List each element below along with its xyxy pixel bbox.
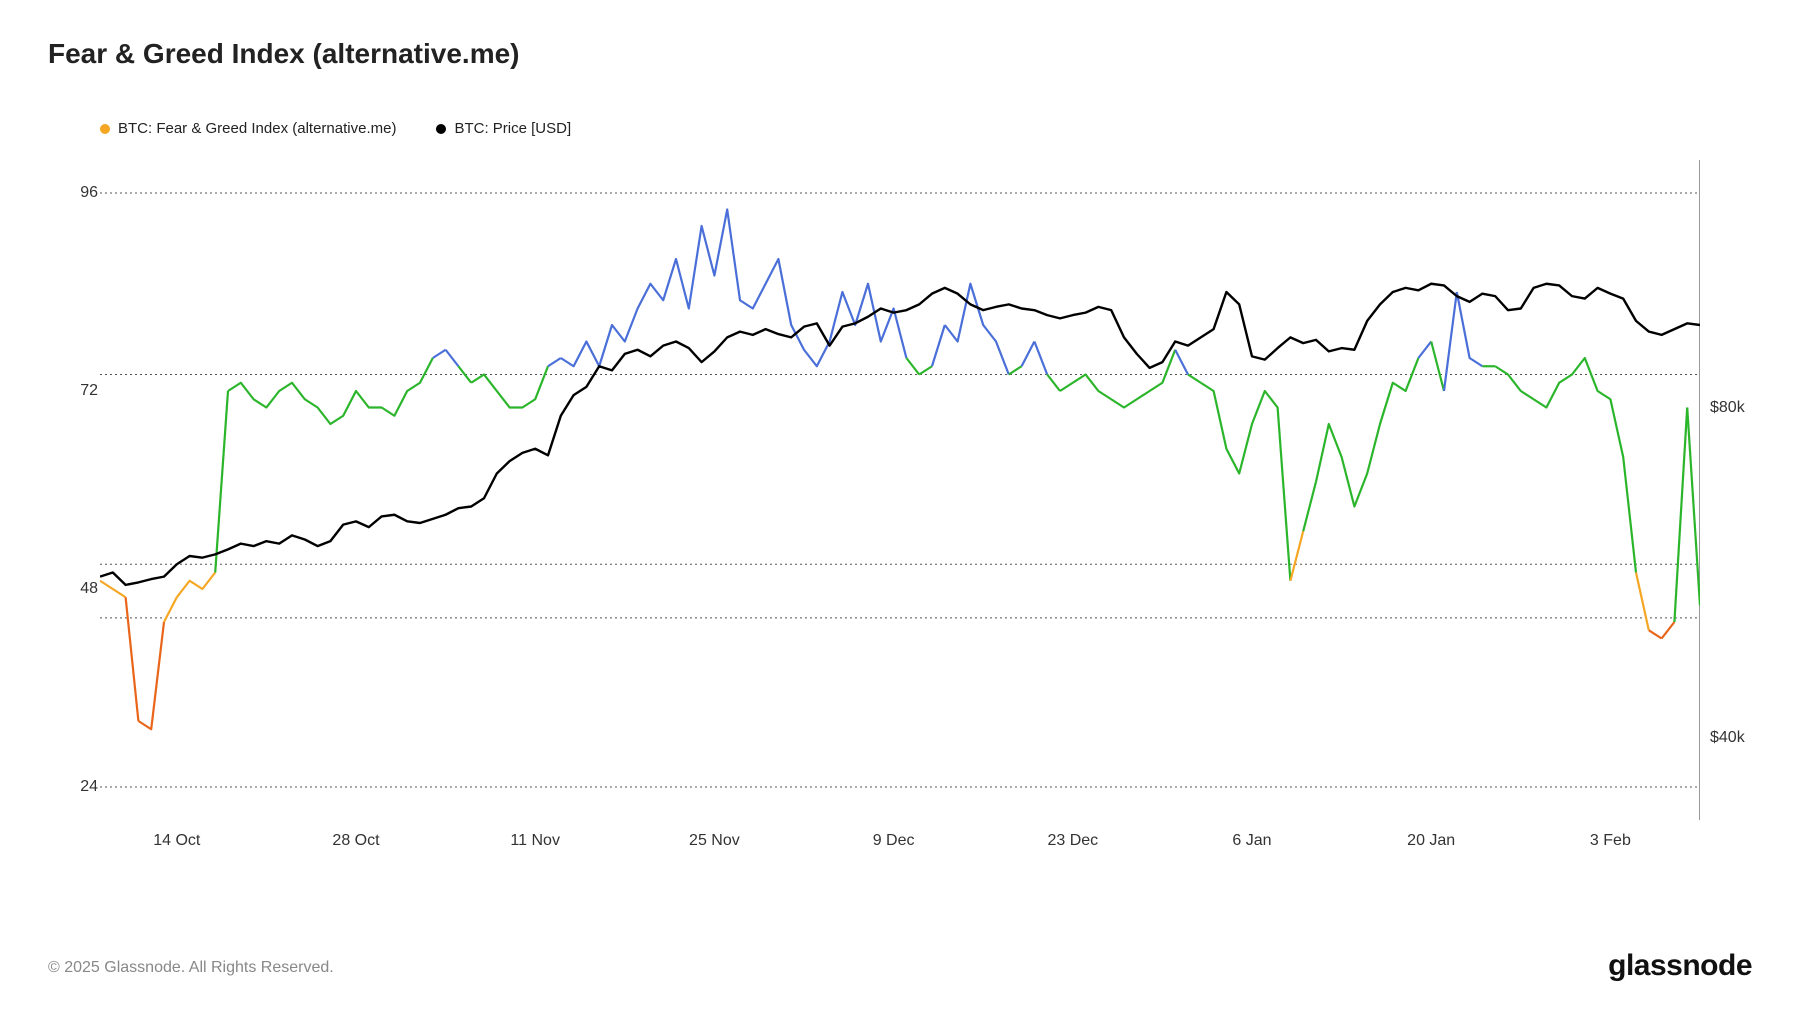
fear-greed-line <box>548 358 561 366</box>
fear-greed-line <box>100 581 126 598</box>
fear-greed-line <box>1444 292 1457 391</box>
chart-title: Fear & Greed Index (alternative.me) <box>48 38 520 70</box>
x-axis: 14 Oct 28 Oct 11 Nov 25 Nov 9 Dec 23 Dec 6 Jan… <box>100 832 1700 862</box>
fear-greed-line <box>1022 342 1035 367</box>
x-tick: 6 Jan <box>1232 832 1271 850</box>
brand-logo: glassnode <box>1608 949 1752 983</box>
y-right-tick: $40k <box>1710 729 1745 747</box>
legend-item-price: BTC: Price [USD] <box>436 120 571 137</box>
fear-greed-line <box>1674 408 1687 623</box>
y-right-tick: $80k <box>1710 399 1745 417</box>
fear-greed-line <box>126 597 139 721</box>
x-tick: 28 Oct <box>332 832 379 850</box>
legend-dot-fg <box>100 124 110 134</box>
y-left-axis: 24 48 72 96 <box>48 160 98 820</box>
fear-greed-line <box>215 391 228 573</box>
fear-greed-line <box>1431 342 1444 392</box>
fear-greed-line <box>1457 292 1483 366</box>
fear-greed-line <box>177 573 215 598</box>
fear-greed-line <box>1290 531 1303 581</box>
fear-greed-line <box>1009 366 1022 374</box>
legend-dot-price <box>436 124 446 134</box>
y-right-axis: $40k $80k <box>1710 160 1770 820</box>
fear-greed-line <box>138 622 164 729</box>
x-tick: 9 Dec <box>873 832 915 850</box>
fear-greed-line <box>945 284 1009 375</box>
fear-greed-line <box>1495 358 1636 573</box>
fear-greed-line <box>561 210 907 367</box>
legend-label-price: BTC: Price [USD] <box>454 120 571 137</box>
y-left-tick: 72 <box>80 382 98 400</box>
legend: BTC: Fear & Greed Index (alternative.me)… <box>100 120 571 137</box>
y-left-tick: 48 <box>80 580 98 598</box>
fear-greed-line <box>433 350 446 358</box>
fear-greed-line <box>1687 408 1700 606</box>
plot-svg <box>100 160 1700 820</box>
fear-greed-line <box>1188 375 1201 383</box>
fear-greed-line <box>919 366 932 374</box>
fear-greed-line <box>932 325 945 366</box>
fear-greed-line <box>1047 375 1060 392</box>
fear-greed-line <box>1034 342 1047 375</box>
plot-area <box>100 160 1700 820</box>
y-left-tick: 24 <box>80 778 98 796</box>
fear-greed-line <box>1418 342 1431 359</box>
fear-greed-line <box>228 358 433 424</box>
fear-greed-line <box>1201 383 1291 581</box>
fear-greed-line <box>1060 350 1175 408</box>
copyright-text: © 2025 Glassnode. All Rights Reserved. <box>48 959 334 977</box>
y-left-tick: 96 <box>80 184 98 202</box>
fear-greed-line <box>1303 482 1316 532</box>
x-tick: 11 Nov <box>510 832 560 850</box>
fear-greed-line <box>906 358 919 375</box>
x-tick: 20 Jan <box>1407 832 1455 850</box>
x-tick: 3 Feb <box>1590 832 1631 850</box>
fear-greed-line <box>1662 622 1675 639</box>
x-tick: 23 Dec <box>1047 832 1098 850</box>
legend-label-fg: BTC: Fear & Greed Index (alternative.me) <box>118 120 396 137</box>
legend-item-fg: BTC: Fear & Greed Index (alternative.me) <box>100 120 396 137</box>
fear-greed-line <box>1175 350 1188 375</box>
fear-greed-line <box>1636 573 1649 631</box>
x-tick: 14 Oct <box>153 832 200 850</box>
x-tick: 25 Nov <box>689 832 740 850</box>
fear-greed-line <box>1649 630 1662 638</box>
fear-greed-line <box>1316 358 1418 507</box>
fear-greed-line <box>471 366 548 407</box>
fear-greed-line <box>446 350 459 367</box>
